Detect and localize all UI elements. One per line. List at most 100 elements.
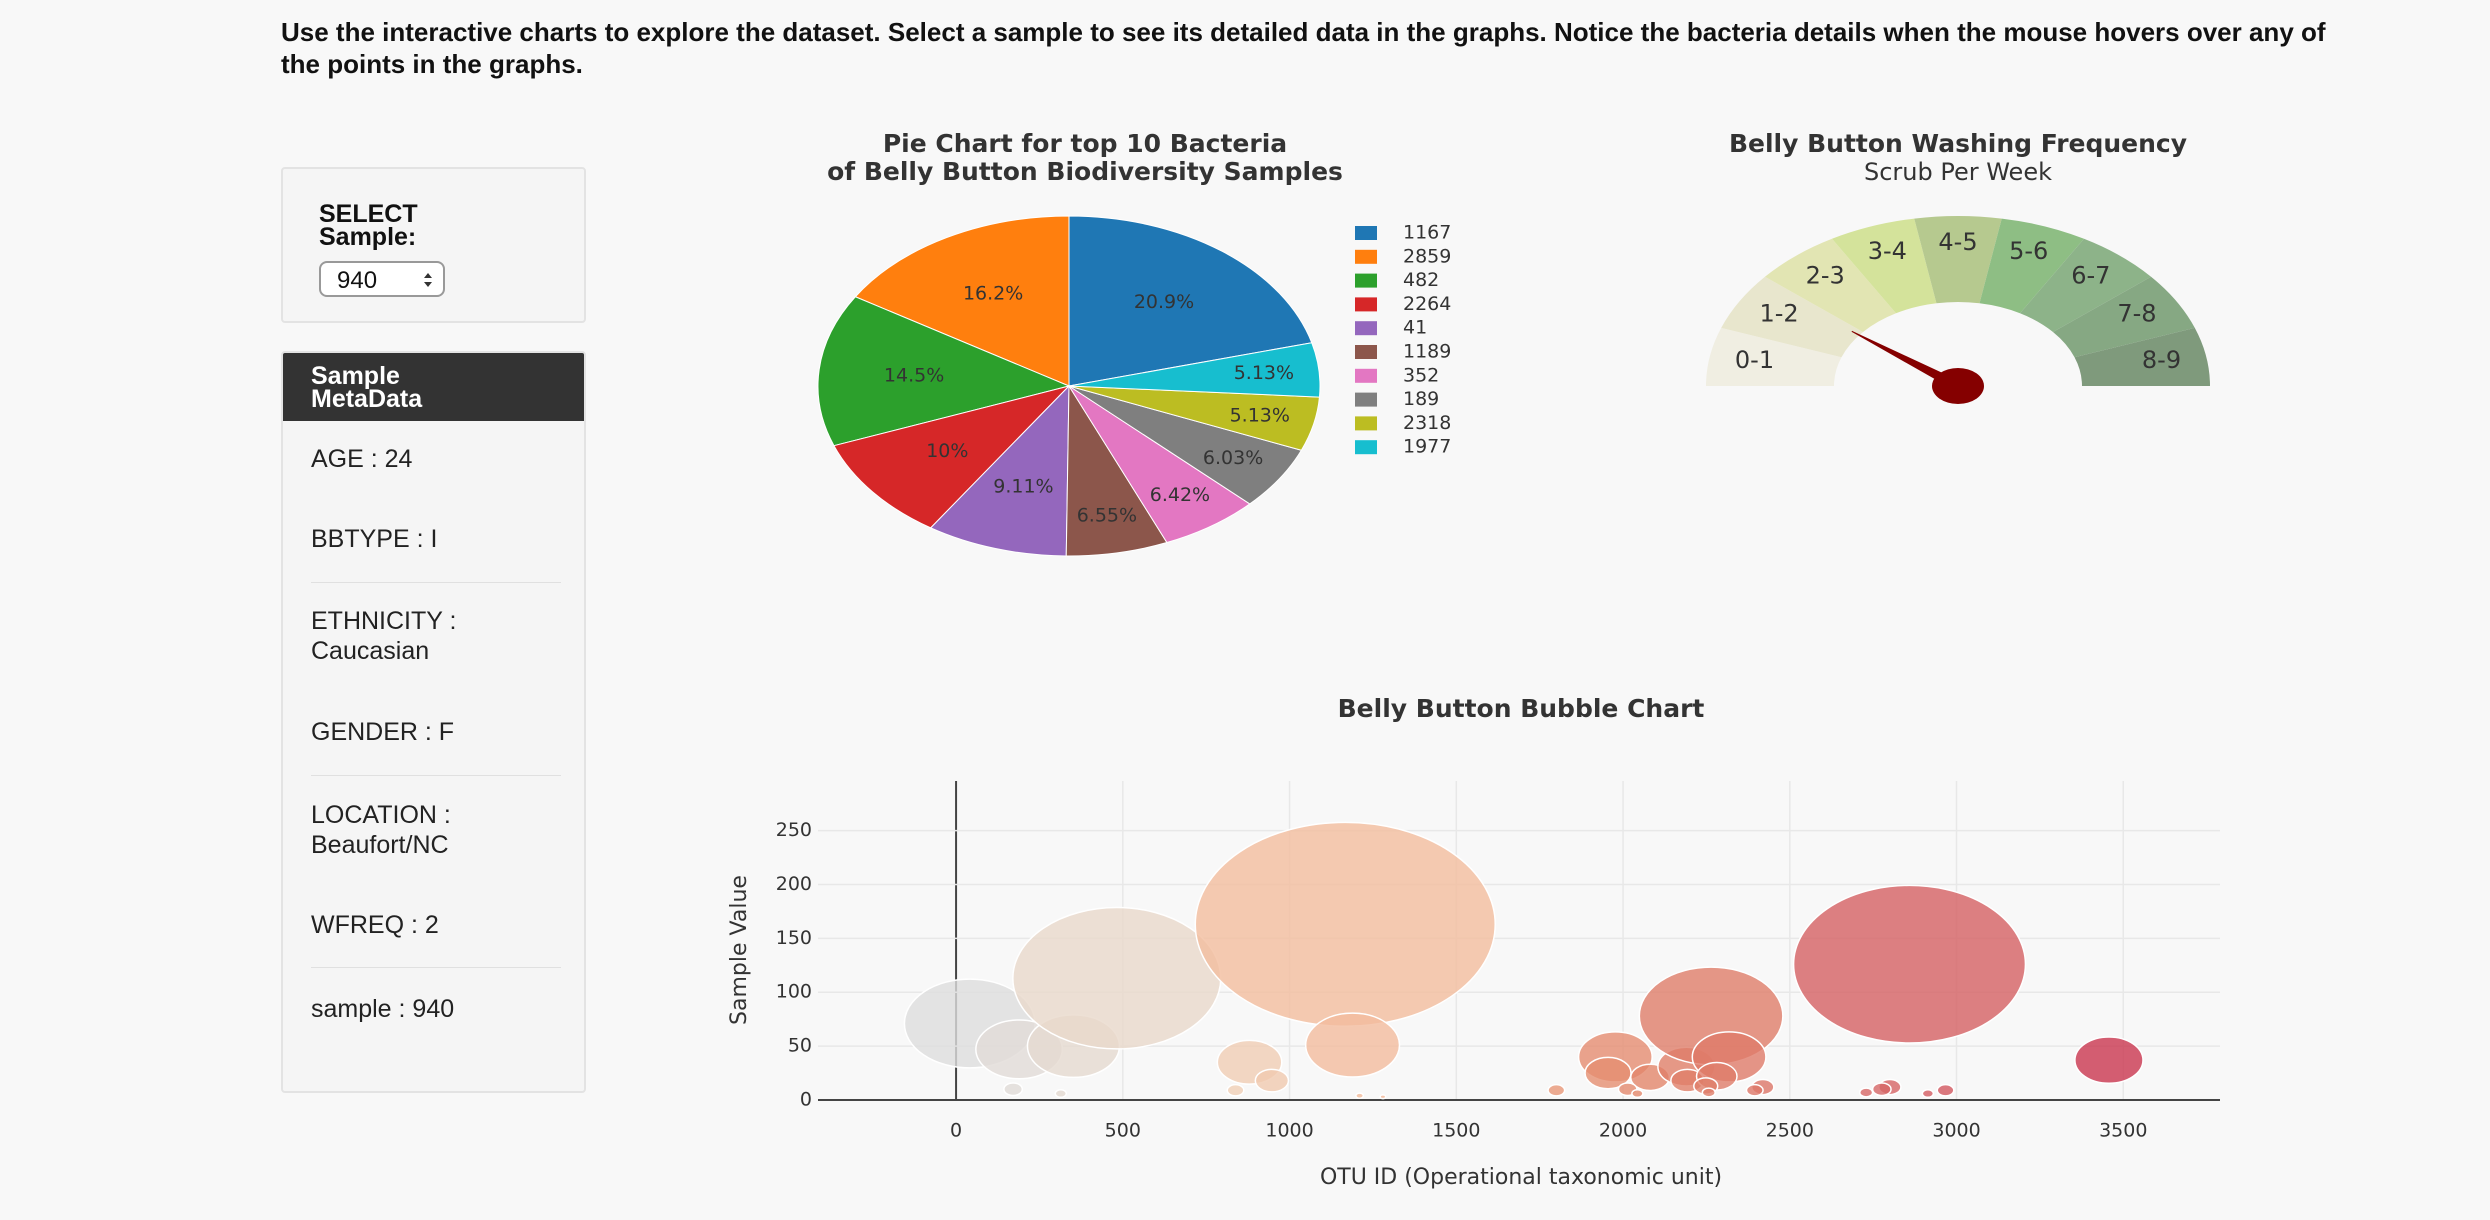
legend-swatch [1355,440,1377,455]
x-tick-label: 0 [950,1120,962,1142]
legend-label: 2264 [1403,293,1451,315]
legend-label: 1167 [1403,222,1451,244]
pie-label: 6.55% [1077,505,1137,527]
legend-label: 1189 [1403,341,1451,363]
bubble [1003,1082,1024,1097]
bubble [1871,1082,1892,1097]
gauge-knob [1932,368,1984,404]
legend-swatch [1355,297,1377,312]
gauge-label: 5-6 [2009,237,2048,265]
x-tick-label: 1500 [1432,1120,1480,1142]
select-panel: SELECT Sample: 940 [281,167,586,323]
legend-label: 41 [1403,317,1427,339]
select-label: SELECT Sample: [319,200,418,251]
legend-swatch [1355,345,1377,359]
gauge-segment [2052,276,2195,358]
chart-title: of Belly Button Biodiversity Samples [827,157,1343,186]
bubble [1355,1092,1365,1099]
y-tick-label: 250 [776,819,812,841]
gauge-label: 3-4 [1868,237,1907,265]
pie-slice [1068,342,1321,398]
metadata-item: BBTYPE : I [311,525,438,553]
x-tick-label: 2500 [1766,1120,1814,1142]
y-tick-label: 50 [788,1035,812,1057]
x-tick-label: 500 [1105,1120,1141,1142]
bubble [1054,1089,1068,1099]
pie-slice [833,385,1071,529]
bubble [2074,1036,2144,1085]
gauge-label: 6-7 [2071,262,2110,290]
legend-swatch [1355,368,1377,383]
legend-label: 2318 [1403,412,1451,434]
y-axis-label: Sample Value [727,875,752,1025]
gauge-segment [1832,218,1937,314]
bubble [1936,1083,1955,1097]
metadata-item: LOCATION : Beaufort/NC [311,801,451,859]
y-tick-label: 100 [776,981,812,1003]
sample-select[interactable]: 940 [319,261,445,297]
y-tick-label: 150 [776,927,812,949]
pie-slice [817,296,1071,447]
legend-label: 482 [1403,269,1439,291]
pie-label: 5.13% [1234,362,1294,384]
pie-slice [929,384,1070,557]
chart-subtitle: Scrub Per Week [1864,158,2052,186]
x-tick-label: 3000 [1932,1120,1980,1142]
chart-title: Pie Chart for top 10 Bacteria [883,129,1287,158]
gauge-label: 7-8 [2117,300,2156,328]
gauge-segment [2074,327,2210,386]
metadata-header: Sample MetaData [283,353,584,421]
legend-swatch [1355,416,1377,431]
bubble [1254,1068,1290,1093]
y-tick-label: 200 [776,873,812,895]
bubble [1194,821,1496,1028]
x-axis-label: OTU ID (Operational taxonomic unit) [1320,1165,1722,1190]
gauge-label: 8-9 [2142,346,2181,374]
separator [311,967,561,968]
legend-swatch [1355,392,1377,407]
legend-label: 2859 [1403,245,1451,267]
pie-label: 10% [926,440,968,462]
x-tick-label: 2000 [1599,1120,1647,1142]
gauge-segment [1764,238,1896,333]
pie-label: 14.5% [884,364,944,386]
bubble [1631,1089,1644,1099]
pie-label: 16.2% [963,282,1023,304]
y-tick-label: 0 [800,1089,812,1111]
gauge-segment [1721,276,1864,358]
x-tick-label: 1000 [1265,1120,1313,1142]
pie-slice [854,215,1070,387]
bubble [1379,1094,1387,1100]
gauge-segment [1914,215,2002,304]
pie-slice [1068,215,1313,387]
bubble [1547,1083,1566,1097]
chart-title: Belly Button Washing Frequency [1729,129,2187,158]
gauge-segment [1979,218,2084,314]
select-arrow [424,273,432,287]
metadata-title: Sample MetaData [311,362,423,413]
bubble [1226,1083,1245,1097]
pie-label: 20.9% [1134,291,1194,313]
legend-swatch [1355,226,1377,240]
metadata-item: AGE : 24 [311,445,413,473]
legend-swatch [1355,249,1377,264]
bubble [1792,884,2027,1044]
bubble [1304,1012,1401,1078]
select-value: 940 [337,267,378,294]
gauge-label: 4-5 [1938,228,1977,256]
separator [311,582,561,583]
bubble [1858,1087,1874,1098]
x-tick-label: 3500 [2099,1120,2147,1142]
separator [311,775,561,776]
bubble [1921,1089,1935,1099]
gauge-label: 2-3 [1806,262,1845,290]
legend-label: 352 [1403,364,1439,386]
gauge-label: 0-1 [1735,346,1774,374]
legend-label: 189 [1403,388,1439,410]
legend-label: 1977 [1403,436,1451,458]
gauge-segment [1706,327,1842,386]
metadata-item: GENDER : F [311,718,455,746]
gauge-segment [2020,238,2152,333]
pie-label: 5.13% [1230,404,1290,426]
